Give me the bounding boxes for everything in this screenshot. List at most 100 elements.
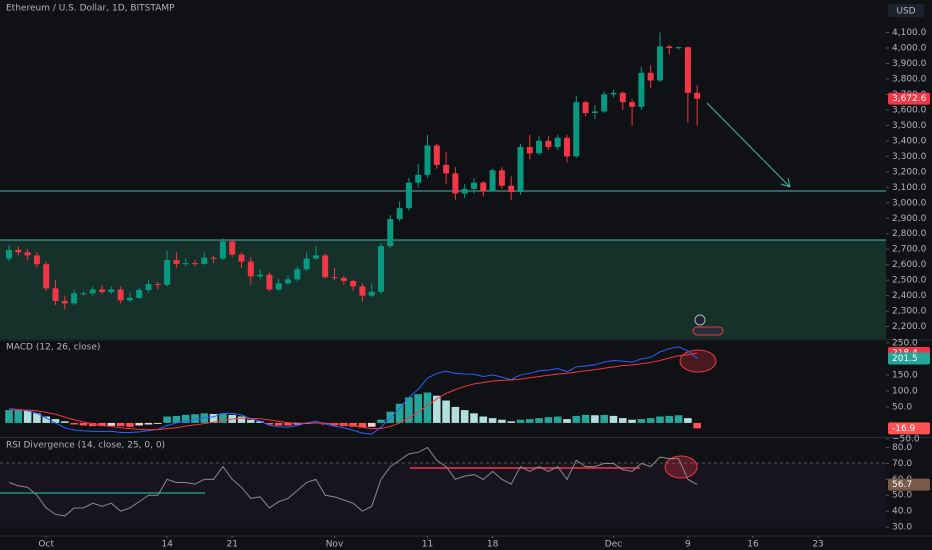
rsi-line <box>8 446 698 517</box>
candle-body <box>424 145 431 175</box>
histogram-bar <box>674 415 683 423</box>
y-tick-label: −50.0 <box>892 434 920 444</box>
histogram-bar <box>70 422 78 425</box>
arrow-line <box>706 102 791 188</box>
candle-body <box>368 291 375 296</box>
histogram-bar <box>51 419 60 423</box>
histogram-bar <box>395 403 404 423</box>
rsi-highlight <box>664 455 698 479</box>
histogram-bar <box>135 422 144 426</box>
y-tick-label: 2,300.0 <box>892 307 927 317</box>
macd-line <box>9 352 698 431</box>
candle-body <box>52 288 59 301</box>
candle-body <box>656 46 663 81</box>
histogram-bar <box>628 419 636 423</box>
candle-body <box>377 246 384 292</box>
histogram-bar <box>535 418 543 423</box>
candle-body <box>257 274 264 277</box>
candle-body <box>638 72 645 107</box>
histogram-bar <box>600 414 608 423</box>
y-tick-label: 50.0 <box>892 402 912 412</box>
histogram-bar <box>637 419 646 423</box>
y-tick-label: 2,600.0 <box>892 260 927 270</box>
candle-body <box>173 260 180 264</box>
candle-body <box>108 289 115 293</box>
candle-body <box>182 263 189 265</box>
candle-body <box>610 92 617 95</box>
histogram-bar <box>591 415 599 423</box>
x-tick-label: 21 <box>226 540 237 550</box>
histogram-bar <box>553 416 562 423</box>
candle-body <box>266 274 273 290</box>
candle-body <box>154 284 161 286</box>
candle-body <box>99 289 106 293</box>
x-tick-label: 16 <box>747 540 759 550</box>
rsi-title: RSI Divergence (14, close, 25, 0, 0) <box>6 441 165 451</box>
candle-body <box>247 261 254 277</box>
histogram-bar <box>516 419 525 423</box>
demand-zone <box>0 240 886 339</box>
histogram-bar <box>423 392 432 423</box>
histogram-bar <box>98 422 106 427</box>
y-tick-label: 4,100.0 <box>892 28 927 38</box>
histogram-bar <box>33 413 41 423</box>
candle-body <box>89 289 96 294</box>
y-tick-label: 2,900.0 <box>892 214 927 224</box>
histogram-bar <box>88 422 97 427</box>
histogram-bar <box>405 397 413 423</box>
chart-title: Ethereum / U.S. Dollar, 1D, BITSTAMP <box>6 4 175 14</box>
histogram-bar <box>693 422 701 429</box>
histogram-bar <box>460 410 469 423</box>
candle-body <box>387 219 394 247</box>
macd-line <box>8 346 698 435</box>
candle-body <box>489 170 496 192</box>
histogram-bar <box>181 414 190 423</box>
y-tick-label: 40.0 <box>892 507 912 517</box>
histogram-bar <box>247 419 255 423</box>
candle-body <box>43 264 50 289</box>
candle-body <box>275 283 282 290</box>
icon[interactable] <box>694 314 706 326</box>
icon[interactable] <box>692 326 724 336</box>
candle-body <box>582 102 589 113</box>
candle-body <box>591 111 598 113</box>
candle-body <box>554 137 561 148</box>
value-tag-label: 3,672.6 <box>892 94 927 104</box>
candle-body <box>396 208 403 220</box>
histogram-bar <box>581 414 590 423</box>
x-tick-label: 18 <box>487 540 499 550</box>
candle-body <box>498 170 505 186</box>
candle-body <box>80 293 87 295</box>
histogram-bar <box>14 409 23 423</box>
candle-body <box>294 269 301 280</box>
histogram-bar <box>107 422 116 426</box>
candle-body <box>126 297 133 301</box>
y-tick-label: 250.0 <box>892 338 918 348</box>
candle-body <box>647 72 654 81</box>
candle-body <box>405 182 412 209</box>
histogram-bar <box>498 419 506 423</box>
histogram-bar <box>163 416 171 423</box>
value-tag-label: 56.7 <box>892 480 912 490</box>
candle-body <box>340 277 347 281</box>
histogram-bar <box>618 418 627 423</box>
y-tick-label: 3,400.0 <box>892 136 927 146</box>
price-axis <box>886 0 932 550</box>
histogram-bar <box>144 422 153 425</box>
histogram-bar <box>656 416 664 423</box>
x-tick-label: 14 <box>161 540 173 550</box>
candle-body <box>415 174 422 183</box>
candle-body <box>619 92 626 103</box>
candle-body <box>61 300 68 304</box>
candle-body <box>480 182 487 192</box>
histogram-bar <box>572 415 581 423</box>
y-tick-label: 2,500.0 <box>892 276 927 286</box>
histogram-bar <box>191 414 199 423</box>
histogram-bar <box>274 422 283 426</box>
histogram-bar <box>349 422 357 427</box>
histogram-bar <box>42 416 51 423</box>
histogram-bar <box>23 410 32 423</box>
histogram-bar <box>563 419 571 423</box>
histogram-bar <box>525 419 534 423</box>
